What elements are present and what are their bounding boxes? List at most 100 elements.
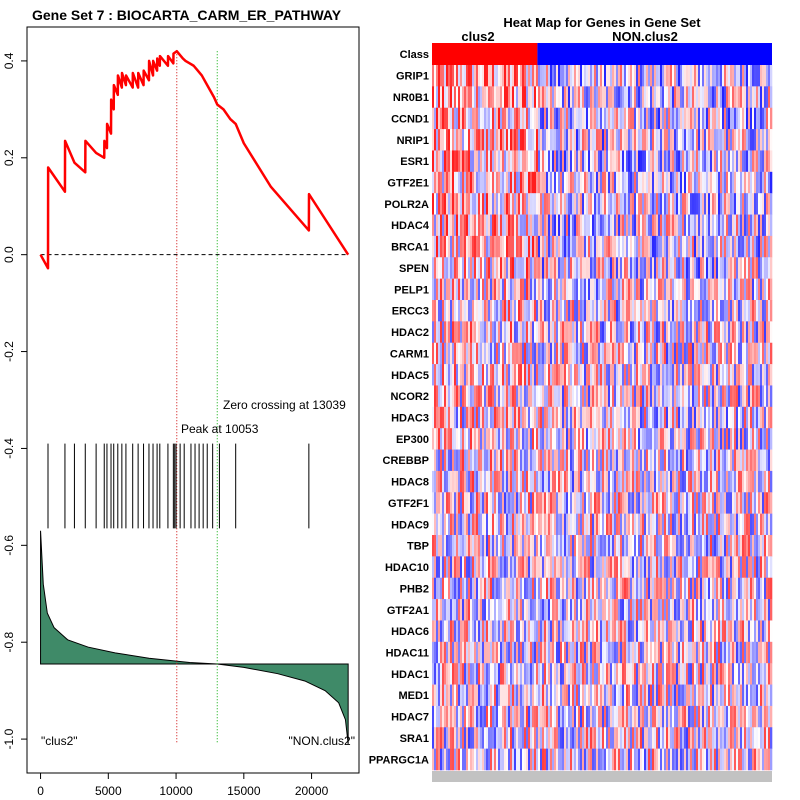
heatmap-cell	[446, 300, 449, 322]
heatmap-cell	[556, 300, 559, 322]
heatmap-cell	[464, 513, 467, 536]
heatmap-cell	[432, 129, 435, 151]
heatmap-cell	[606, 342, 609, 365]
heatmap-cell	[754, 641, 757, 664]
heatmap-cell	[706, 406, 709, 429]
heatmap-cell	[612, 193, 615, 215]
heatmap-cell	[542, 513, 545, 536]
heatmap-cell	[432, 577, 435, 600]
heatmap-cell	[686, 535, 689, 557]
heatmap-cell	[536, 470, 539, 493]
heatmap-cell	[728, 300, 731, 322]
heatmap-cell	[570, 364, 573, 386]
heatmap-cell	[488, 492, 491, 514]
heatmap-cell	[756, 65, 759, 87]
heatmap-cell	[592, 449, 595, 472]
heatmap-cell	[540, 470, 543, 493]
heatmap-cell	[678, 150, 681, 173]
enrichment-score-line	[39, 49, 350, 270]
heatmap-cell	[450, 428, 453, 450]
heatmap-cell	[718, 235, 721, 258]
heatmap-cell	[592, 86, 595, 109]
heatmap-cell	[758, 449, 761, 472]
heatmap-cell	[768, 150, 771, 173]
heatmap-cell	[750, 556, 753, 579]
heatmap-cell	[714, 406, 717, 429]
heatmap-cell	[530, 556, 533, 579]
heatmap-cell	[486, 364, 489, 386]
heatmap-cell	[706, 171, 709, 194]
heatmap-cell	[568, 406, 571, 429]
heatmap-cell	[524, 300, 527, 322]
heatmap-cell	[762, 577, 765, 600]
heatmap-cell	[746, 129, 749, 151]
heatmap-cell	[472, 278, 475, 301]
heatmap-cell	[472, 150, 475, 173]
heatmap-cell	[728, 214, 731, 237]
heatmap-cell	[502, 641, 505, 664]
heatmap-cell	[516, 385, 519, 408]
heatmap-cell	[500, 300, 503, 322]
heatmap-cell	[488, 171, 491, 194]
heatmap-cell	[728, 278, 731, 301]
heatmap-cell	[618, 599, 621, 621]
heatmap-cell	[598, 620, 601, 643]
heatmap-cell	[532, 535, 535, 557]
heatmap-cell	[640, 513, 643, 536]
heatmap-cell	[496, 513, 499, 536]
heatmap-cell	[544, 214, 547, 237]
heatmap-cell	[680, 641, 683, 664]
heatmap-cell	[492, 214, 495, 237]
heatmap-cell	[520, 171, 523, 194]
heatmap-row	[432, 86, 773, 109]
heatmap-cell	[560, 449, 563, 472]
heatmap-cell	[452, 364, 455, 386]
heatmap-cell	[634, 513, 637, 536]
heatmap-cell	[736, 107, 739, 130]
heatmap-cell	[552, 620, 555, 643]
heatmap-cell	[584, 492, 587, 514]
heatmap-cell	[732, 129, 735, 151]
heatmap-cell	[726, 86, 729, 109]
heatmap-cell	[572, 235, 575, 258]
heatmap-cell	[498, 535, 501, 557]
heatmap-cell	[746, 492, 749, 514]
heatmap-cell	[652, 300, 655, 322]
heatmap-cell	[608, 342, 611, 365]
heatmap-cell	[592, 406, 595, 429]
heatmap-cell	[706, 449, 709, 472]
heatmap-cell	[516, 556, 519, 579]
heatmap-cell	[540, 171, 543, 194]
heatmap-cell	[504, 492, 507, 514]
heatmap-cell	[584, 641, 587, 664]
heatmap-cell	[528, 599, 531, 621]
heatmap-cell	[582, 513, 585, 536]
heatmap-cell	[612, 364, 615, 386]
heatmap-cell	[526, 235, 529, 258]
heatmap-cell	[770, 513, 773, 536]
heatmap-cell	[582, 300, 585, 322]
heatmap-cell	[708, 171, 711, 194]
heatmap-cell	[554, 257, 557, 279]
heatmap-cell	[682, 278, 685, 301]
heatmap-cell	[510, 385, 513, 408]
heatmap-cell	[536, 599, 539, 621]
heatmap-cell	[512, 342, 515, 365]
heatmap-cell	[662, 150, 665, 173]
heatmap-cell	[624, 577, 627, 600]
heatmap-cell	[758, 214, 761, 237]
heatmap-cell	[764, 278, 767, 301]
heatmap-cell	[488, 86, 491, 109]
heatmap-cell	[668, 513, 671, 536]
heatmap-cell	[676, 535, 679, 557]
heatmap-cell	[488, 385, 491, 408]
heatmap-cell	[598, 257, 601, 279]
heatmap-cell	[556, 86, 559, 109]
heatmap-cell	[636, 65, 639, 87]
heatmap-cell	[466, 278, 469, 301]
heatmap-cell	[606, 321, 609, 344]
heatmap-cell	[718, 214, 721, 237]
heatmap-cell	[598, 513, 601, 536]
heatmap-cell	[594, 385, 597, 408]
heatmap-cell	[688, 129, 691, 151]
